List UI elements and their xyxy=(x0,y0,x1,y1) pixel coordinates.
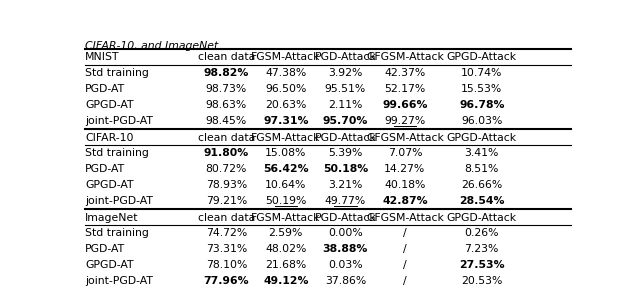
Text: PGD-AT: PGD-AT xyxy=(85,244,125,254)
Text: 98.63%: 98.63% xyxy=(205,100,247,110)
Text: 3.21%: 3.21% xyxy=(328,180,362,190)
Text: PGD-AT: PGD-AT xyxy=(85,84,125,94)
Text: GPGD-Attack: GPGD-Attack xyxy=(447,52,517,62)
Text: Std training: Std training xyxy=(85,229,149,239)
Text: GPGD-AT: GPGD-AT xyxy=(85,100,134,110)
Text: Std training: Std training xyxy=(85,148,149,158)
Text: 7.07%: 7.07% xyxy=(388,148,422,158)
Text: 0.26%: 0.26% xyxy=(465,229,499,239)
Text: 40.18%: 40.18% xyxy=(384,180,426,190)
Text: 99.27%: 99.27% xyxy=(384,116,426,126)
Text: 48.02%: 48.02% xyxy=(265,244,307,254)
Text: 50.18%: 50.18% xyxy=(323,164,368,174)
Text: 20.53%: 20.53% xyxy=(461,276,502,286)
Text: clean data: clean data xyxy=(198,212,255,223)
Text: 80.72%: 80.72% xyxy=(205,164,247,174)
Text: /: / xyxy=(403,244,406,254)
Text: 0.03%: 0.03% xyxy=(328,260,363,270)
Text: /: / xyxy=(403,276,406,286)
Text: FGSM-Attack: FGSM-Attack xyxy=(251,52,321,62)
Text: 49.77%: 49.77% xyxy=(324,196,366,206)
Text: 77.96%: 77.96% xyxy=(204,276,249,286)
Text: 96.50%: 96.50% xyxy=(265,84,307,94)
Text: 14.27%: 14.27% xyxy=(384,164,426,174)
Text: 96.03%: 96.03% xyxy=(461,116,502,126)
Text: joint-PGD-AT: joint-PGD-AT xyxy=(85,196,153,206)
Text: GFGSM-Attack: GFGSM-Attack xyxy=(366,212,444,223)
Text: 15.08%: 15.08% xyxy=(265,148,307,158)
Text: 42.87%: 42.87% xyxy=(382,196,428,206)
Text: 91.80%: 91.80% xyxy=(204,148,249,158)
Text: clean data: clean data xyxy=(198,132,255,142)
Text: CIFAR-10: CIFAR-10 xyxy=(85,132,134,142)
Text: PGD-Attack: PGD-Attack xyxy=(314,212,376,223)
Text: GPGD-AT: GPGD-AT xyxy=(85,180,134,190)
Text: 98.82%: 98.82% xyxy=(204,68,249,78)
Text: FGSM-Attack: FGSM-Attack xyxy=(251,212,321,223)
Text: 5.39%: 5.39% xyxy=(328,148,362,158)
Text: 96.78%: 96.78% xyxy=(459,100,504,110)
Text: ImageNet: ImageNet xyxy=(85,212,138,223)
Text: 27.53%: 27.53% xyxy=(459,260,504,270)
Text: 97.31%: 97.31% xyxy=(263,116,308,126)
Text: 50.19%: 50.19% xyxy=(265,196,307,206)
Text: MNIST: MNIST xyxy=(85,52,120,62)
Text: PGD-AT: PGD-AT xyxy=(85,164,125,174)
Text: 2.59%: 2.59% xyxy=(269,229,303,239)
Text: 49.12%: 49.12% xyxy=(263,276,308,286)
Text: /: / xyxy=(403,260,406,270)
Text: clean data: clean data xyxy=(198,52,255,62)
Text: CIFAR-10, and ImageNet.: CIFAR-10, and ImageNet. xyxy=(85,41,221,51)
Text: 73.31%: 73.31% xyxy=(205,244,247,254)
Text: 3.92%: 3.92% xyxy=(328,68,362,78)
Text: 98.45%: 98.45% xyxy=(205,116,247,126)
Text: 99.66%: 99.66% xyxy=(382,100,428,110)
Text: 98.73%: 98.73% xyxy=(205,84,247,94)
Text: 20.63%: 20.63% xyxy=(265,100,307,110)
Text: 38.88%: 38.88% xyxy=(323,244,368,254)
Text: 7.23%: 7.23% xyxy=(465,244,499,254)
Text: 79.21%: 79.21% xyxy=(205,196,247,206)
Text: PGD-Attack: PGD-Attack xyxy=(314,132,376,142)
Text: GPGD-AT: GPGD-AT xyxy=(85,260,134,270)
Text: 3.41%: 3.41% xyxy=(465,148,499,158)
Text: 37.86%: 37.86% xyxy=(324,276,366,286)
Text: 10.74%: 10.74% xyxy=(461,68,502,78)
Text: 28.54%: 28.54% xyxy=(459,196,504,206)
Text: Std training: Std training xyxy=(85,68,149,78)
Text: PGD-Attack: PGD-Attack xyxy=(314,52,376,62)
Text: 8.51%: 8.51% xyxy=(465,164,499,174)
Text: 74.72%: 74.72% xyxy=(205,229,247,239)
Text: 47.38%: 47.38% xyxy=(265,68,307,78)
Text: 52.17%: 52.17% xyxy=(384,84,426,94)
Text: 42.37%: 42.37% xyxy=(384,68,426,78)
Text: 95.70%: 95.70% xyxy=(323,116,368,126)
Text: 10.64%: 10.64% xyxy=(265,180,307,190)
Text: GPGD-Attack: GPGD-Attack xyxy=(447,212,517,223)
Text: 15.53%: 15.53% xyxy=(461,84,502,94)
Text: joint-PGD-AT: joint-PGD-AT xyxy=(85,116,153,126)
Text: 78.10%: 78.10% xyxy=(205,260,247,270)
Text: GFGSM-Attack: GFGSM-Attack xyxy=(366,132,444,142)
Text: 56.42%: 56.42% xyxy=(263,164,308,174)
Text: 2.11%: 2.11% xyxy=(328,100,362,110)
Text: 78.93%: 78.93% xyxy=(205,180,247,190)
Text: 0.00%: 0.00% xyxy=(328,229,363,239)
Text: GFGSM-Attack: GFGSM-Attack xyxy=(366,52,444,62)
Text: 26.66%: 26.66% xyxy=(461,180,502,190)
Text: FGSM-Attack: FGSM-Attack xyxy=(251,132,321,142)
Text: GPGD-Attack: GPGD-Attack xyxy=(447,132,517,142)
Text: joint-PGD-AT: joint-PGD-AT xyxy=(85,276,153,286)
Text: 95.51%: 95.51% xyxy=(324,84,366,94)
Text: 21.68%: 21.68% xyxy=(265,260,307,270)
Text: /: / xyxy=(403,229,406,239)
